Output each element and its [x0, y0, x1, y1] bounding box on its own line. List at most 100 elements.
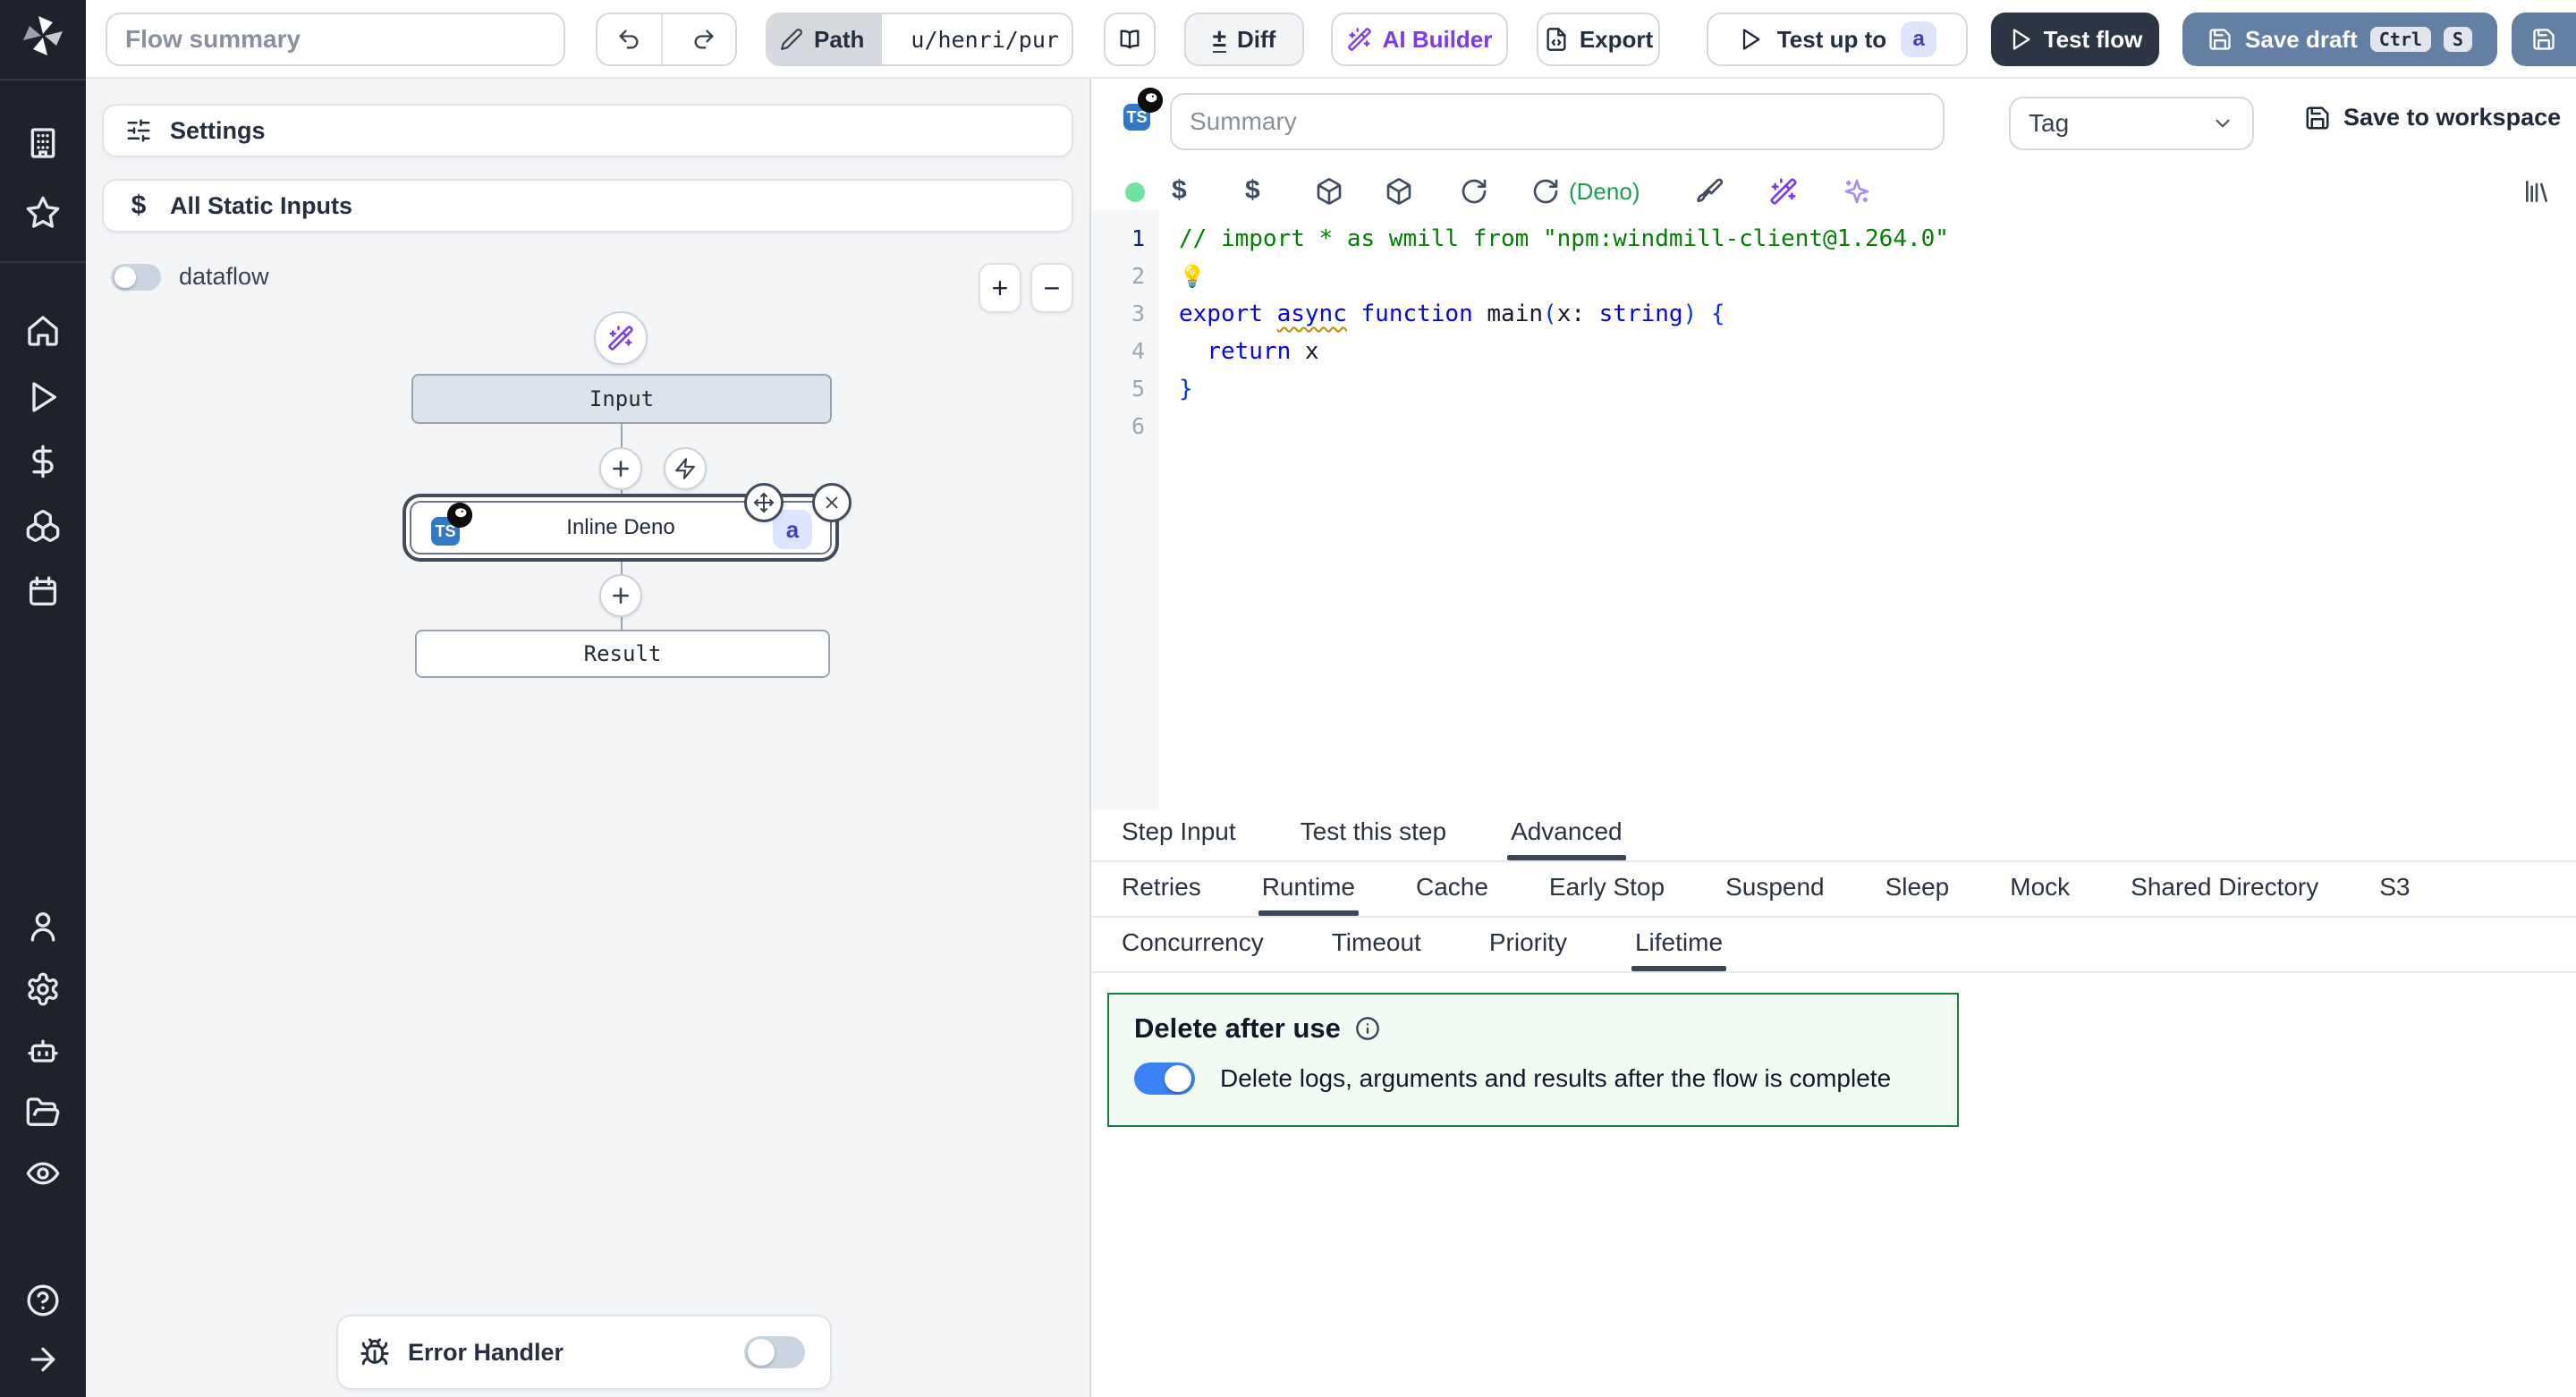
topbar: Path u/henri/pur ± Diff AI Builder Expor…	[86, 0, 2576, 79]
zoom-in-button[interactable]: +	[979, 263, 1021, 313]
flow-node-input[interactable]: Input	[411, 374, 832, 424]
ai-builder-button[interactable]: AI Builder	[1331, 13, 1508, 66]
save-icon	[2533, 29, 2555, 50]
tag-select-value: Tag	[2029, 109, 2070, 137]
code-editor[interactable]: 1// import * as wmill from "npm:windmill…	[1091, 209, 2576, 810]
delete-after-use-title: Delete after use	[1134, 1012, 1341, 1044]
delete-step-button[interactable]	[812, 483, 852, 522]
zap-icon	[675, 458, 695, 479]
package-button-2[interactable]	[1385, 177, 1413, 206]
user-icon[interactable]	[25, 909, 61, 944]
sidebar-divider	[0, 79, 86, 80]
step-language-cluster: TS	[431, 503, 472, 546]
add-step-button-bottom[interactable]	[599, 574, 642, 617]
add-trigger-button[interactable]	[664, 447, 707, 490]
undo-button[interactable]	[597, 14, 663, 64]
save-draft-button[interactable]: Save draft Ctrl S	[2182, 13, 2497, 66]
favorites-star-icon[interactable]	[25, 195, 61, 231]
sparkles-icon	[1844, 179, 1869, 204]
flow-summary-input[interactable]	[106, 13, 565, 66]
tab-concurrency[interactable]: Concurrency	[1118, 918, 1267, 971]
undo-redo-group	[596, 13, 737, 66]
error-handler-toggle[interactable]	[744, 1336, 805, 1368]
step-tabs: Step Input Test this step Advanced	[1091, 810, 2576, 862]
workers-bot-icon[interactable]	[25, 1034, 61, 1070]
delete-after-use-toggle[interactable]	[1134, 1063, 1195, 1095]
undo-icon	[619, 30, 639, 49]
library-button[interactable]	[2522, 177, 2551, 206]
resources-boxes-icon[interactable]	[25, 508, 61, 544]
tab-sleep[interactable]: Sleep	[1882, 862, 1953, 916]
deploy-button[interactable]	[2512, 13, 2576, 66]
diff-button[interactable]: ± Diff	[1184, 13, 1304, 66]
tab-advanced[interactable]: Advanced	[1507, 807, 1627, 860]
export-button[interactable]: Export	[1537, 13, 1660, 66]
flow-node-inline-deno[interactable]: TS Inline Deno a	[410, 483, 852, 555]
dataflow-label: dataflow	[179, 263, 269, 290]
variables-dollar-button[interactable]: $	[1172, 175, 1187, 206]
package-button[interactable]	[1315, 177, 1343, 206]
docs-book-button[interactable]	[1104, 13, 1156, 66]
expand-sidebar-arrow-icon[interactable]	[25, 1342, 61, 1377]
tab-timeout[interactable]: Timeout	[1328, 918, 1425, 971]
variables-dollar-icon[interactable]	[25, 444, 61, 479]
minus-glyph: −	[1043, 271, 1061, 304]
tab-lifetime[interactable]: Lifetime	[1631, 918, 1727, 971]
tab-retries[interactable]: Retries	[1118, 862, 1205, 916]
resources-dollar-button[interactable]: $	[1245, 175, 1260, 206]
tab-s3[interactable]: S3	[2376, 862, 2413, 916]
all-static-inputs-button[interactable]: $ All Static Inputs	[102, 179, 1073, 233]
add-step-button-top[interactable]	[599, 447, 642, 490]
tab-mock[interactable]: Mock	[2006, 862, 2073, 916]
folders-icon[interactable]	[25, 1095, 61, 1130]
tab-suspend[interactable]: Suspend	[1722, 862, 1828, 916]
tab-step-input[interactable]: Step Input	[1118, 807, 1240, 860]
tag-select[interactable]: Tag	[2009, 97, 2254, 150]
tab-cache[interactable]: Cache	[1412, 862, 1492, 916]
format-button[interactable]	[1696, 177, 1724, 206]
settings-gear-icon[interactable]	[25, 971, 61, 1007]
step-summary-input[interactable]	[1170, 93, 1945, 150]
tab-priority[interactable]: Priority	[1486, 918, 1571, 971]
rotate-cw-icon	[1462, 179, 1487, 204]
advanced-tabs: Retries Runtime Cache Early Stop Suspend Slee…	[1091, 862, 2576, 918]
code-line-5: 5}	[1091, 370, 2576, 408]
help-icon[interactable]	[25, 1283, 61, 1318]
wand-icon	[1770, 178, 1797, 205]
sparkles-button[interactable]	[1843, 177, 1871, 206]
path-value: u/henri/pur	[911, 26, 1059, 53]
move-step-button[interactable]	[744, 483, 784, 522]
close-icon	[826, 496, 838, 509]
ai-assist-button[interactable]	[1769, 177, 1798, 206]
save-to-workspace-button[interactable]: Save to workspace	[2304, 104, 2561, 131]
test-up-to-button[interactable]: Test up to a	[1707, 13, 1968, 66]
path-button[interactable]: Path u/henri/pur	[766, 13, 1073, 66]
redo-button[interactable]	[674, 14, 735, 64]
delete-after-use-panel: Delete after use Delete logs, arguments …	[1107, 993, 1959, 1127]
audit-eye-icon[interactable]	[25, 1156, 61, 1191]
tab-early-stop[interactable]: Early Stop	[1546, 862, 1668, 916]
flow-settings-button[interactable]: Settings	[102, 104, 1073, 157]
home-icon[interactable]	[25, 313, 61, 349]
quick-fix-lightbulb-icon[interactable]: 💡	[1179, 264, 1206, 289]
reload-runtime-button[interactable]: (Deno)	[1531, 177, 1640, 206]
tab-shared-directory[interactable]: Shared Directory	[2127, 862, 2322, 916]
code-line-4: 4 return x	[1091, 333, 2576, 370]
dataflow-toggle[interactable]	[111, 263, 161, 291]
windmill-logo-icon[interactable]	[21, 14, 64, 57]
workspace-building-icon[interactable]	[25, 125, 61, 161]
reload-button[interactable]	[1460, 177, 1488, 206]
error-handler-card[interactable]: Error Handler	[336, 1315, 832, 1390]
play-icon	[1742, 29, 1760, 50]
schedules-calendar-icon[interactable]	[25, 574, 61, 610]
path-label-segment: Path	[767, 14, 883, 64]
tab-runtime[interactable]: Runtime	[1258, 862, 1360, 916]
runs-play-icon[interactable]	[25, 379, 61, 415]
zoom-out-button[interactable]: −	[1030, 263, 1073, 313]
flow-node-result[interactable]: Result	[415, 630, 830, 678]
test-flow-button[interactable]: Test flow	[1991, 13, 2159, 66]
ai-flow-builder-button[interactable]	[594, 311, 648, 365]
tab-test-this-step[interactable]: Test this step	[1297, 807, 1450, 860]
test-up-to-label: Test up to	[1776, 25, 1887, 53]
sidebar	[0, 0, 86, 1397]
